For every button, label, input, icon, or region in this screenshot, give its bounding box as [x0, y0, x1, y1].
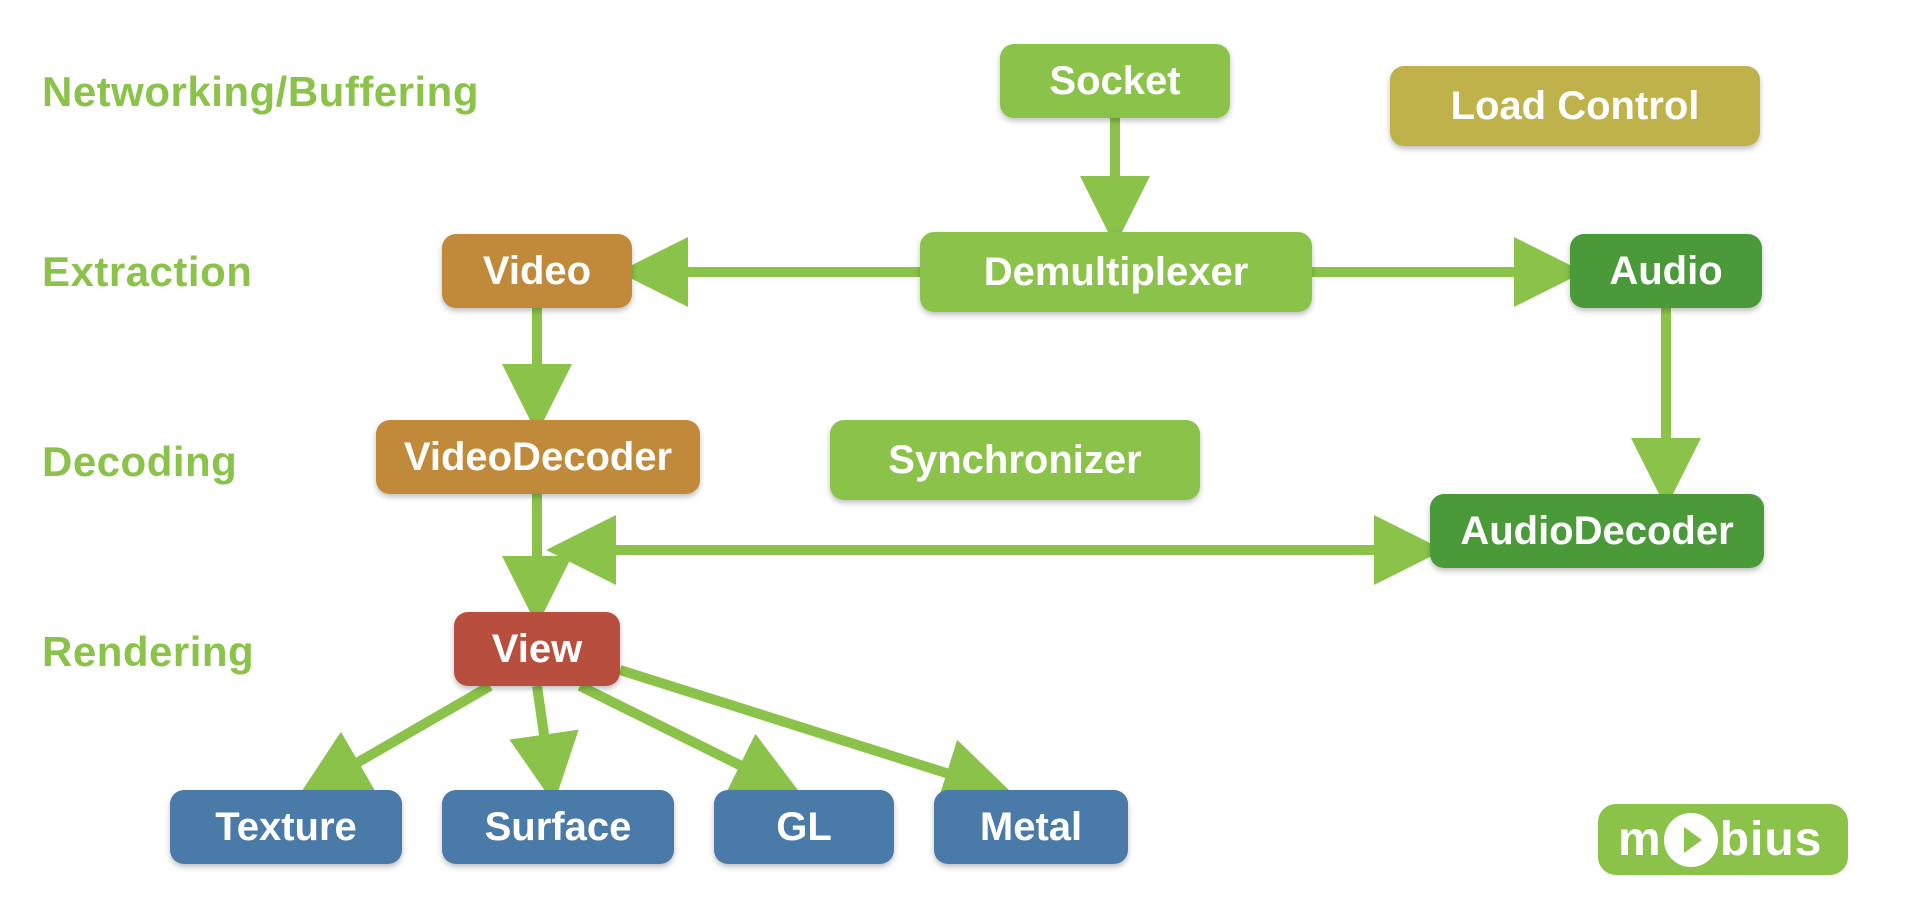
- logo-text-right: bius: [1720, 812, 1823, 867]
- node-metal: Metal: [934, 790, 1128, 864]
- logo-play-icon: [1664, 813, 1718, 867]
- row-label-lbl-networking: Networking/Buffering: [42, 68, 479, 116]
- node-view: View: [454, 612, 620, 686]
- node-sync: Synchronizer: [830, 420, 1200, 500]
- node-audiodec: AudioDecoder: [1430, 494, 1764, 568]
- node-video: Video: [442, 234, 632, 308]
- mobius-logo: m bius: [1598, 804, 1848, 875]
- row-label-lbl-rendering: Rendering: [42, 628, 254, 676]
- edge-view-to-texture: [310, 686, 490, 790]
- edge-view-to-surface: [537, 686, 552, 790]
- row-label-lbl-decoding: Decoding: [42, 438, 237, 486]
- node-videodec: VideoDecoder: [376, 420, 700, 494]
- node-audio: Audio: [1570, 234, 1762, 308]
- node-texture: Texture: [170, 790, 402, 864]
- diagram-canvas: Networking/Buffering Extraction Decoding Re…: [0, 0, 1918, 903]
- node-demux: Demultiplexer: [920, 232, 1312, 312]
- node-gl: GL: [714, 790, 894, 864]
- node-loadcontrol: Load Control: [1390, 66, 1760, 146]
- row-label-lbl-extraction: Extraction: [42, 248, 252, 296]
- edge-view-to-gl: [580, 686, 790, 790]
- logo-text-left: m: [1618, 812, 1662, 867]
- node-socket: Socket: [1000, 44, 1230, 118]
- edge-view-to-metal: [620, 670, 1000, 790]
- node-surface: Surface: [442, 790, 674, 864]
